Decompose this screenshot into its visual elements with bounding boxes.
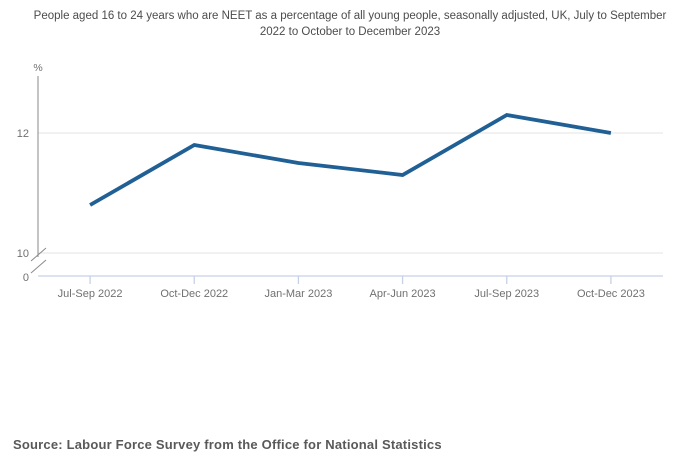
chart-source: Source: Labour Force Survey from the Off… <box>13 437 442 452</box>
x-axis-label: Jan-Mar 2023 <box>264 288 332 300</box>
y-axis-unit-label: % <box>33 62 42 74</box>
y-axis-label: 10 <box>17 248 29 260</box>
x-axis-label: Oct-Dec 2022 <box>160 288 228 300</box>
y-axis-break-slash-1 <box>30 247 47 262</box>
chart-title: People aged 16 to 24 years who are NEET … <box>33 10 667 38</box>
x-axis-label: Oct-Dec 2023 <box>577 288 645 300</box>
neet-data-line <box>89 113 612 207</box>
neet-line-chart: Jul-Sep 2022 Oct-Dec 2022 Jan-Mar 2023 Apr-… <box>17 62 663 300</box>
y-axis-label: 0 <box>23 272 29 284</box>
x-axis-label: Jul-Sep 2023 <box>474 288 539 300</box>
y-axis-label: 12 <box>17 128 29 140</box>
x-axis-label: Apr-Jun 2023 <box>370 288 436 300</box>
y-axis-break-slash-2 <box>30 259 47 274</box>
x-axis-label: Jul-Sep 2022 <box>58 288 123 300</box>
